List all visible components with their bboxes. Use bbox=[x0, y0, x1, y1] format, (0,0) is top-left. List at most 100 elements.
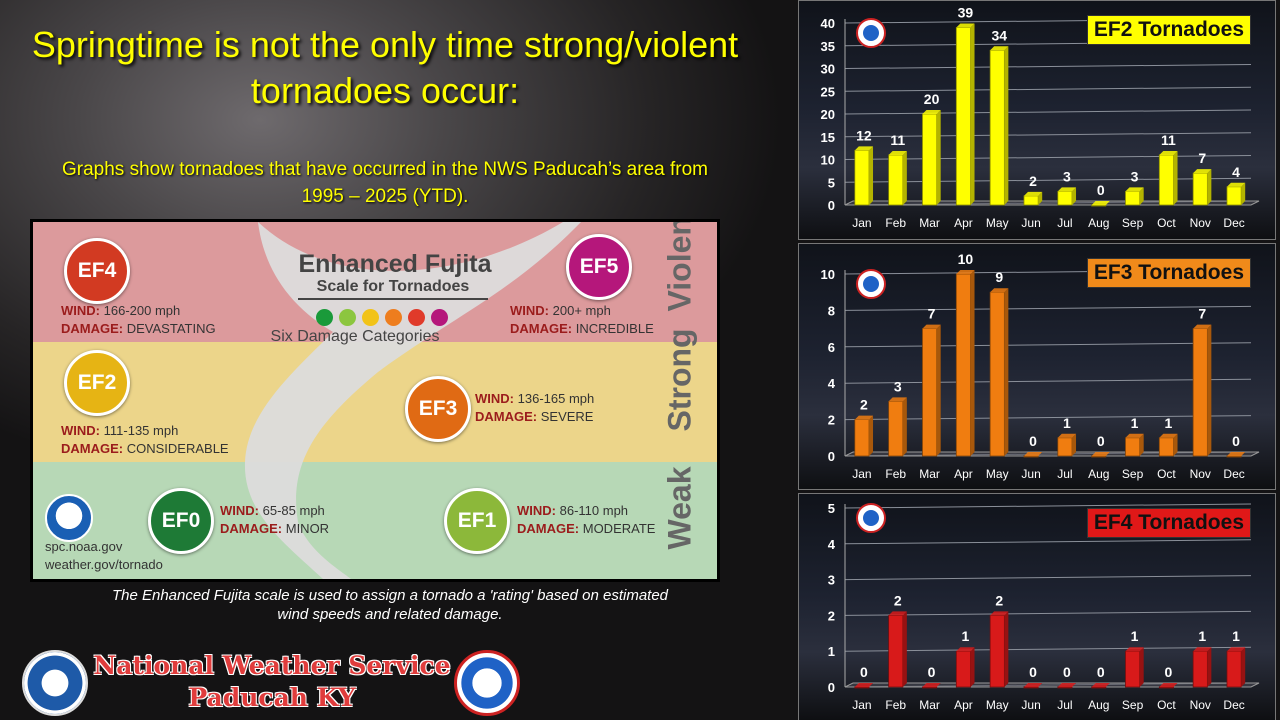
category-dot-1 bbox=[339, 309, 356, 326]
gridline bbox=[844, 64, 1252, 69]
main-title-line2: tornadoes occur: bbox=[250, 70, 520, 111]
x-tick-label: Jul bbox=[1057, 698, 1072, 712]
gridline bbox=[844, 155, 1252, 160]
ef3-info: WIND: 136-165 mph DAMAGE: SEVERE bbox=[475, 391, 595, 424]
site-weather-gov: weather.gov/tornado bbox=[45, 557, 163, 572]
y-tick-label: 2 bbox=[828, 608, 835, 623]
subtitle-line1: Graphs show tornadoes that have occurred… bbox=[62, 159, 708, 180]
ef4-chart: 0 1 2 3 4 5 0 Jan 2 Feb 0 Mar 1 Apr 2 May 0 Jun 0 Jul 0 Aug 1 S… bbox=[828, 501, 1260, 712]
gridline bbox=[844, 378, 1252, 384]
gridline bbox=[844, 415, 1252, 421]
bar-side bbox=[936, 324, 941, 456]
x-tick-label: Mar bbox=[919, 216, 940, 230]
bar-top bbox=[1023, 683, 1043, 687]
x-tick-label: Oct bbox=[1157, 467, 1176, 481]
bar-side bbox=[1207, 169, 1212, 205]
bar-value-label: 0 bbox=[1232, 433, 1240, 449]
x-tick-label: Aug bbox=[1088, 698, 1109, 712]
bar bbox=[1125, 437, 1141, 457]
bar-top bbox=[990, 611, 1009, 616]
band-label-weak: Weak bbox=[661, 466, 698, 550]
x-tick-label: Nov bbox=[1190, 698, 1211, 712]
bar-top bbox=[1125, 187, 1144, 192]
gridline bbox=[844, 503, 1252, 509]
bar bbox=[1226, 650, 1242, 688]
bar bbox=[1091, 686, 1107, 689]
ef4-chart-title: EF4 Tornadoes bbox=[1086, 508, 1251, 538]
gridline bbox=[844, 342, 1252, 348]
y-tick-label: 2 bbox=[828, 413, 835, 428]
weak-band bbox=[33, 462, 717, 579]
ef4-info: WIND: 166-200 mph DAMAGE: DEVASTATING bbox=[61, 303, 216, 336]
bar-value-label: 1 bbox=[962, 628, 970, 644]
ef3-chart: 02468102Jan3Feb7Mar10Apr9May0Jun1Jul0Aug… bbox=[821, 251, 1260, 481]
bar-side bbox=[1038, 191, 1043, 205]
gridline bbox=[844, 575, 1252, 581]
y-tick-label: 10 bbox=[821, 153, 835, 168]
bar bbox=[1226, 186, 1242, 206]
bar-value-label: 0 bbox=[860, 664, 868, 680]
gridline bbox=[844, 539, 1252, 545]
y-tick-label: 6 bbox=[828, 340, 835, 355]
gridline bbox=[844, 132, 1252, 138]
gridline bbox=[844, 305, 1252, 311]
x-tick-label: May bbox=[986, 698, 1009, 712]
source-sites: spc.noaa.gov weather.gov/tornado bbox=[45, 538, 163, 574]
bar-value-label: 10 bbox=[958, 251, 974, 267]
bar-side bbox=[970, 23, 975, 205]
bar bbox=[1023, 455, 1039, 458]
bar-top bbox=[888, 150, 907, 155]
bar-side bbox=[1072, 433, 1077, 456]
category-dot-5 bbox=[431, 309, 448, 326]
y-tick-label: 5 bbox=[828, 501, 835, 516]
bar bbox=[888, 154, 904, 206]
bar bbox=[1192, 328, 1208, 457]
y-tick-label: 1 bbox=[828, 644, 835, 659]
bar-top bbox=[1023, 191, 1043, 196]
bar bbox=[1125, 650, 1141, 688]
bar bbox=[888, 615, 904, 688]
ef3-chart-title: EF3 Tornadoes bbox=[1086, 258, 1251, 288]
bar-side bbox=[1207, 324, 1212, 456]
bar-value-label: 11 bbox=[1161, 132, 1176, 148]
noaa-emblem-icon bbox=[22, 650, 88, 716]
bar bbox=[888, 400, 904, 457]
x-tick-label: Dec bbox=[1223, 216, 1244, 230]
y-tick-label: 3 bbox=[828, 573, 835, 588]
x-tick-label: Apr bbox=[954, 216, 973, 230]
ef4-chart-panel: 0 1 2 3 4 5 0 Jan 2 Feb 0 Mar 1 Apr 2 May 0 Jun 0 Jul 0 Aug 1 S… bbox=[798, 493, 1276, 720]
bar-top bbox=[1159, 683, 1178, 687]
bar-value-label: 1 bbox=[1131, 628, 1139, 644]
y-tick-label: 35 bbox=[821, 39, 835, 54]
bar bbox=[955, 650, 971, 688]
band-label-strong: Strong bbox=[661, 328, 698, 432]
bar bbox=[1125, 190, 1141, 206]
bar-value-label: 1 bbox=[1063, 415, 1071, 431]
gridline bbox=[844, 610, 1252, 616]
nws-emblem-icon bbox=[454, 650, 520, 716]
ef4-badge: EF4 bbox=[64, 238, 130, 304]
ef2-chart-panel: 0 5 10 15 20 25 30 35 40 12 Jan 11 Feb 20 Mar 39 Apr 34 Ma… bbox=[798, 0, 1276, 240]
bar-value-label: 1 bbox=[1165, 415, 1173, 431]
bar-value-label: 3 bbox=[1063, 168, 1071, 184]
x-tick-label: Apr bbox=[954, 698, 973, 712]
x-tick-label: Mar bbox=[919, 698, 940, 712]
bar-side bbox=[1173, 150, 1178, 205]
bar bbox=[1057, 686, 1073, 689]
nws-chart-emblem-icon bbox=[856, 269, 886, 299]
x-tick-label: Sep bbox=[1122, 467, 1144, 481]
ef2-chart: 051015202530354012Jan11Feb20Mar39Apr34Ma… bbox=[821, 5, 1260, 230]
chart-floor bbox=[844, 200, 1260, 206]
gridline bbox=[844, 86, 1252, 92]
bar-top bbox=[1091, 452, 1110, 456]
category-dot-3 bbox=[385, 309, 402, 326]
bar-value-label: 0 bbox=[1097, 664, 1105, 680]
bar-top bbox=[1091, 683, 1110, 687]
bar bbox=[1192, 650, 1208, 688]
bar-side bbox=[1004, 288, 1009, 456]
x-tick-label: Jul bbox=[1057, 467, 1072, 481]
bar bbox=[955, 273, 971, 457]
x-tick-label: May bbox=[986, 467, 1009, 481]
nws-chart-emblem-icon bbox=[856, 503, 886, 533]
bar-value-label: 1 bbox=[1232, 628, 1240, 644]
